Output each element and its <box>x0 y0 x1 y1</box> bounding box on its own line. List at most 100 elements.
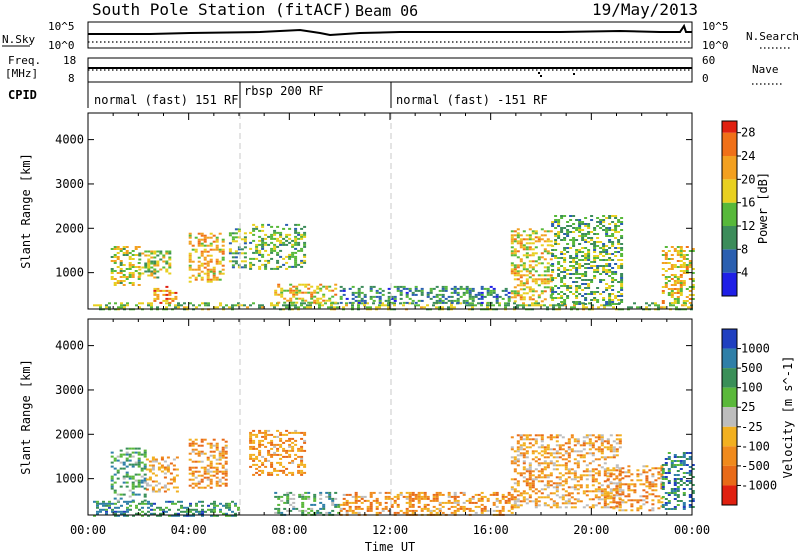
scatter-cell <box>552 448 556 451</box>
scatter-cell <box>679 468 683 470</box>
scatter-cell <box>554 227 558 229</box>
scatter-cell <box>270 249 274 252</box>
scatter-cell <box>554 221 558 223</box>
scatter-cell <box>618 497 622 500</box>
scatter-cell <box>596 245 600 247</box>
scatter-cell <box>162 293 166 296</box>
scatter-cell <box>593 271 597 273</box>
scatter-cell <box>237 508 240 511</box>
scatter-cell <box>664 464 668 466</box>
scatter-cell <box>294 457 298 460</box>
scatter-cell <box>679 248 683 250</box>
scatter-cell <box>128 477 132 480</box>
scatter-cell <box>552 436 556 439</box>
scatter-cell <box>328 493 332 496</box>
power-colorbar-tick-label: 20 <box>741 172 755 186</box>
scatter-cell <box>307 283 311 286</box>
scatter-cell <box>540 238 544 241</box>
scatter-cell <box>593 249 597 251</box>
scatter-cell <box>516 504 520 507</box>
scatter-cell <box>212 456 216 459</box>
scatter-cell <box>159 506 162 509</box>
scatter-cell <box>513 506 517 509</box>
scatter-cell <box>593 259 597 261</box>
scatter-cell <box>621 477 625 480</box>
scatter-cell <box>531 274 535 277</box>
scatter-cell <box>534 438 538 441</box>
scatter-cell <box>258 439 262 442</box>
scatter-cell <box>570 506 574 509</box>
scatter-cell <box>673 250 677 252</box>
scatter-cell <box>468 497 472 500</box>
scatter-cell <box>444 289 448 292</box>
scatter-cell <box>378 297 382 300</box>
scatter-cell <box>191 478 195 481</box>
scatter-cell <box>617 225 621 227</box>
scatter-cell <box>162 256 166 259</box>
scatter-cell <box>188 472 192 475</box>
scatter-cell <box>310 291 314 294</box>
scatter-cell <box>163 468 167 471</box>
scatter-cell <box>221 438 225 441</box>
scatter-cell <box>575 227 579 229</box>
scatter-cell <box>453 291 457 294</box>
scatter-cell <box>328 497 332 500</box>
scatter-cell <box>143 467 147 470</box>
scatter-cell <box>621 489 625 492</box>
scatter-cell <box>330 306 333 309</box>
scatter-cell <box>587 257 591 259</box>
scatter-cell <box>564 452 568 455</box>
scatter-cell <box>267 223 271 226</box>
nave-dot-3 <box>573 73 575 75</box>
scatter-cell <box>240 238 244 241</box>
scatter-cell <box>153 256 157 259</box>
scatter-cell <box>582 448 586 451</box>
scatter-cell <box>570 306 573 309</box>
scatter-cell <box>691 278 695 280</box>
freq-top-tick: 18 <box>63 54 76 67</box>
scatter-cell <box>351 495 355 498</box>
scatter-cell <box>289 301 293 304</box>
scatter-cell <box>267 259 271 262</box>
freq-label-line2: [MHz] <box>5 67 38 80</box>
scatter-cell <box>516 500 520 503</box>
scatter-cell <box>426 304 429 307</box>
scatter-cell <box>292 295 296 298</box>
scatter-cell <box>495 293 499 296</box>
scatter-cell <box>319 493 323 496</box>
scatter-cell <box>670 492 674 494</box>
scatter-cell <box>264 435 268 438</box>
scatter-cell <box>579 476 583 479</box>
scatter-cell <box>438 509 442 512</box>
scatter-cell <box>153 264 157 267</box>
scatter-cell <box>600 440 604 443</box>
scatter-cell <box>688 298 692 300</box>
scatter-cell <box>125 268 129 270</box>
scatter-cell <box>584 275 588 277</box>
scatter-cell <box>480 509 484 512</box>
scatter-cell <box>540 234 544 237</box>
scatter-cell <box>673 488 677 490</box>
scatter-cell <box>561 498 565 501</box>
scatter-cell <box>125 451 129 454</box>
scatter-cell <box>679 484 683 486</box>
scatter-cell <box>480 285 484 288</box>
scatter-cell <box>617 295 621 297</box>
scatter-cell <box>691 268 695 270</box>
scatter-cell <box>288 431 292 434</box>
scatter-cell <box>200 452 204 455</box>
scatter-cell <box>120 302 123 305</box>
scatter-cell <box>679 270 683 272</box>
scatter-cell <box>584 267 588 269</box>
scatter-cell <box>670 508 674 510</box>
scatter-cell <box>375 501 379 504</box>
scatter-cell <box>310 503 314 506</box>
scatter-cell <box>322 295 326 298</box>
scatter-cell <box>191 448 195 451</box>
scatter-cell <box>354 299 358 302</box>
scatter-cell <box>286 499 290 502</box>
nsky-label: N.Sky <box>2 33 35 46</box>
scatter-cell <box>286 491 290 494</box>
scatter-cell <box>667 288 671 290</box>
scatter-cell <box>608 217 612 219</box>
